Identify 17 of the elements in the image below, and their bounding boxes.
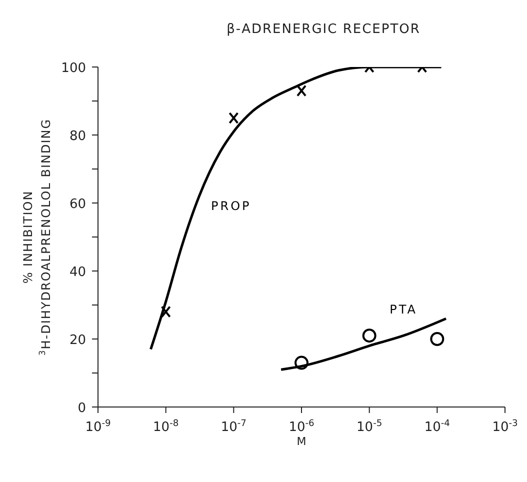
- y-tick-label: 20: [69, 333, 86, 348]
- x-tick-label: 10$^{-4}$: [424, 419, 450, 435]
- x-tick-label: 10$^{-6}$: [288, 419, 315, 435]
- x-tick-label: 10$^{-7}$: [220, 419, 247, 435]
- series-label: PTA: [390, 302, 418, 317]
- x-tick-label: 10$^{-9}$: [85, 419, 112, 435]
- y-tick-label: 100: [61, 61, 86, 76]
- y-tick-label: 0: [78, 401, 86, 416]
- x-tick-label: 10$^{-5}$: [356, 419, 382, 435]
- y-tick-label: 80: [69, 129, 86, 144]
- y-tick-label: 60: [69, 197, 86, 212]
- y-tick-label: 40: [69, 265, 86, 280]
- series-label: PROP: [211, 199, 252, 214]
- x-axis-title: M: [296, 435, 306, 448]
- chart-title: β-ADRENERGIC RECEPTOR: [226, 22, 422, 37]
- x-tick-label: 10$^{-3}$: [492, 419, 518, 435]
- x-tick-label: 10$^{-8}$: [153, 419, 179, 435]
